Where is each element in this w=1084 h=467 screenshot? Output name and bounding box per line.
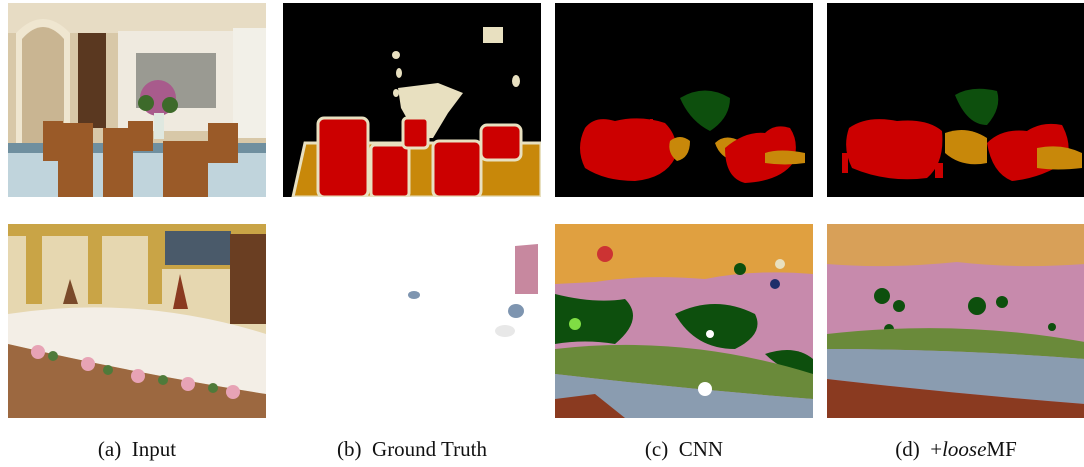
input-image-dining-room (8, 3, 266, 197)
caption-a: (a) Input (97, 437, 177, 461)
input-image-banquet-hall (8, 224, 266, 418)
caption-d: (d) +looseMF (895, 437, 1017, 461)
caption-b: (b) Ground Truth (337, 437, 487, 461)
ground-truth-dining-room (283, 3, 541, 197)
loosemf-result-dining-room (827, 3, 1084, 197)
cnn-result-dining-room (555, 3, 813, 197)
ground-truth-banquet-hall (283, 224, 541, 418)
cnn-result-banquet-hall (555, 224, 813, 418)
loosemf-result-banquet-hall (827, 224, 1084, 418)
caption-c: (c) CNN (644, 437, 724, 461)
